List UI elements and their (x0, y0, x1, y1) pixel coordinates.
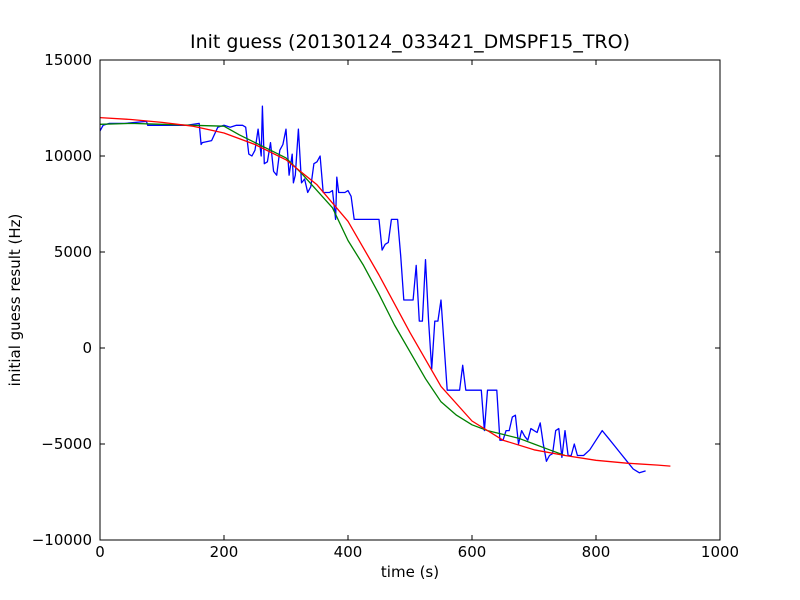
y-axis-ticks: −10000 −5000 0 5000 10000 15000 (32, 51, 720, 549)
chart-title: Init guess (20130124_033421_DMSPF15_TRO) (190, 31, 630, 53)
plot-area: 0 200 400 600 800 1000 −10000 −5000 0 5000 10000 1… (32, 51, 739, 561)
y-tick-label: −10000 (32, 531, 92, 549)
x-tick-label: 1000 (701, 543, 739, 561)
y-tick-label: −5000 (41, 435, 92, 453)
y-tick-label: 5000 (54, 243, 92, 261)
series-line-1 (100, 105, 646, 474)
x-tick-label: 600 (458, 543, 487, 561)
plot-frame (99, 59, 721, 541)
y-tick-label: 15000 (44, 51, 92, 69)
y-tick-label: 0 (82, 339, 92, 357)
y-axis-label: initial guess result (Hz) (6, 214, 24, 387)
x-tick-label: 0 (95, 543, 105, 561)
x-axis-ticks: 0 200 400 600 800 1000 (95, 60, 739, 561)
x-axis-label: time (s) (381, 563, 439, 581)
series-line-3 (100, 116, 671, 467)
x-tick-label: 400 (334, 543, 363, 561)
y-tick-label: 10000 (44, 147, 92, 165)
series-line-2 (100, 122, 566, 457)
series-layer (100, 105, 671, 474)
x-tick-label: 800 (582, 543, 611, 561)
x-tick-label: 200 (210, 543, 239, 561)
